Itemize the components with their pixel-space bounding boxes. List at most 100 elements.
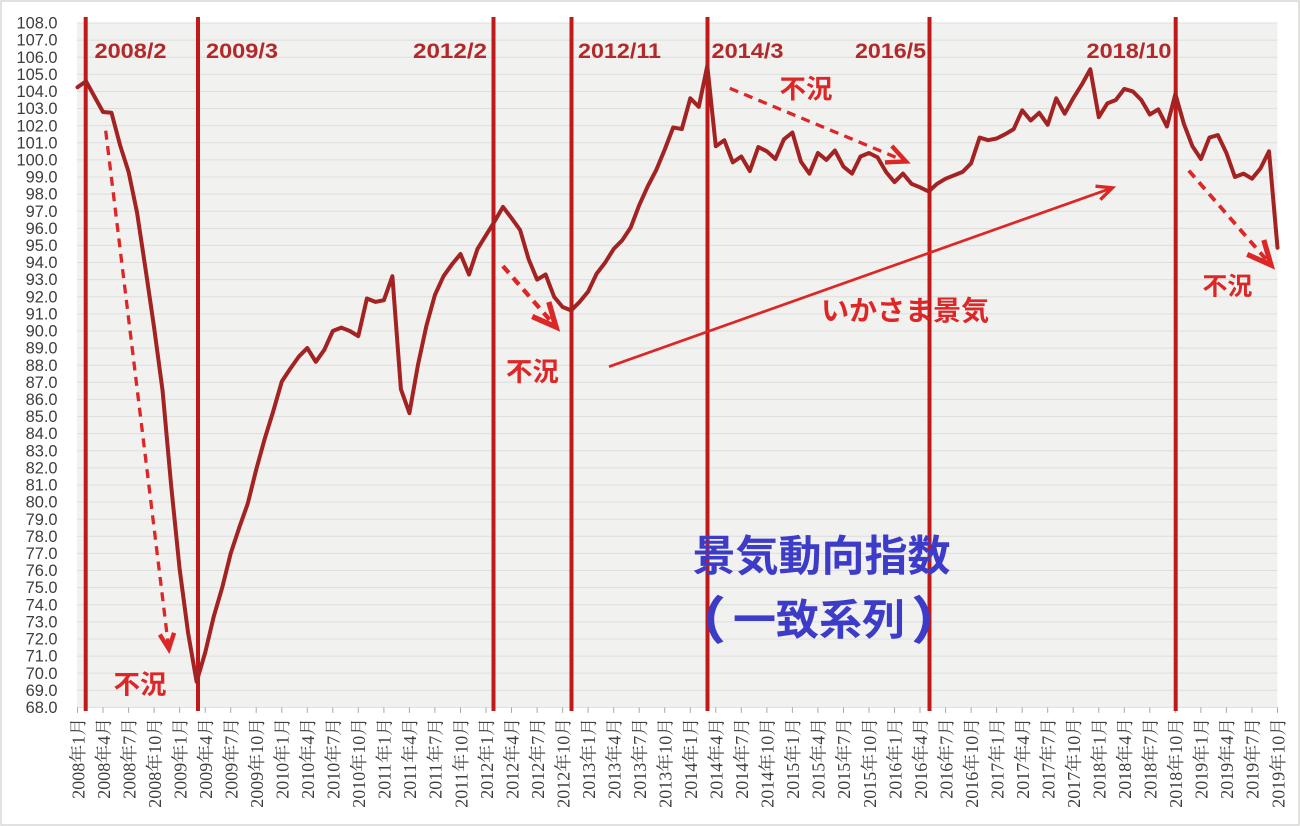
svg-text:2008: 2008 xyxy=(145,772,165,808)
svg-text:4: 4 xyxy=(1217,736,1237,745)
svg-text:7: 7 xyxy=(1243,736,1263,745)
svg-text:2018: 2018 xyxy=(1115,763,1135,799)
svg-text:1: 1 xyxy=(170,736,190,745)
svg-text:10: 10 xyxy=(656,736,676,754)
svg-text:2015: 2015 xyxy=(809,763,829,799)
svg-text:2010: 2010 xyxy=(324,763,344,799)
svg-text:2018: 2018 xyxy=(1166,772,1186,808)
svg-text:88.0: 88.0 xyxy=(26,357,58,375)
svg-text:10: 10 xyxy=(1064,736,1084,754)
svg-text:4: 4 xyxy=(298,736,318,745)
svg-text:7: 7 xyxy=(732,736,752,745)
svg-text:93.0: 93.0 xyxy=(26,271,58,289)
svg-text:102.0: 102.0 xyxy=(16,117,57,135)
svg-text:2015: 2015 xyxy=(860,772,880,808)
svg-text:2011: 2011 xyxy=(375,763,395,798)
svg-text:2009/3: 2009/3 xyxy=(206,40,278,63)
svg-text:10: 10 xyxy=(1268,736,1288,754)
svg-text:10: 10 xyxy=(1166,736,1186,754)
svg-text:10: 10 xyxy=(451,736,471,754)
svg-text:1: 1 xyxy=(375,736,395,745)
svg-text:97.0: 97.0 xyxy=(26,203,58,221)
svg-text:2015: 2015 xyxy=(834,763,854,799)
svg-text:1: 1 xyxy=(68,736,88,745)
svg-text:2012: 2012 xyxy=(553,772,573,808)
svg-text:1: 1 xyxy=(579,736,599,745)
svg-text:10: 10 xyxy=(962,736,982,754)
svg-text:2010: 2010 xyxy=(298,763,318,799)
svg-text:1: 1 xyxy=(477,736,497,745)
svg-text:7: 7 xyxy=(324,736,344,745)
svg-text:87.0: 87.0 xyxy=(26,374,58,392)
svg-text:2012/11: 2012/11 xyxy=(578,40,661,63)
svg-text:89.0: 89.0 xyxy=(26,340,58,358)
svg-text:2014/3: 2014/3 xyxy=(712,40,784,63)
svg-text:10: 10 xyxy=(860,736,880,754)
svg-text:10: 10 xyxy=(758,736,778,754)
svg-text:108.0: 108.0 xyxy=(16,15,57,33)
svg-text:106.0: 106.0 xyxy=(16,49,57,67)
svg-text:2012: 2012 xyxy=(477,763,497,799)
svg-text:2010: 2010 xyxy=(349,772,369,808)
svg-text:1: 1 xyxy=(783,736,803,745)
svg-text:99.0: 99.0 xyxy=(26,169,58,187)
svg-text:7: 7 xyxy=(426,736,446,745)
svg-text:7: 7 xyxy=(222,736,242,745)
svg-text:80.0: 80.0 xyxy=(26,494,58,512)
svg-text:2019: 2019 xyxy=(1192,763,1212,799)
svg-text:7: 7 xyxy=(1039,736,1059,745)
svg-text:7: 7 xyxy=(119,736,139,745)
svg-text:101.0: 101.0 xyxy=(16,134,57,152)
svg-text:2008: 2008 xyxy=(94,763,114,799)
svg-text:92.0: 92.0 xyxy=(26,288,58,306)
svg-text:2009: 2009 xyxy=(170,763,190,799)
svg-text:85.0: 85.0 xyxy=(26,408,58,426)
svg-text:2016: 2016 xyxy=(885,763,905,799)
svg-text:2014: 2014 xyxy=(681,763,701,799)
svg-text:1: 1 xyxy=(1090,736,1110,745)
svg-text:2019: 2019 xyxy=(1217,763,1237,799)
svg-text:2012: 2012 xyxy=(528,763,548,799)
svg-text:96.0: 96.0 xyxy=(26,220,58,238)
svg-text:82.0: 82.0 xyxy=(26,460,58,478)
svg-text:2008/2: 2008/2 xyxy=(95,40,167,63)
svg-text:7: 7 xyxy=(936,736,956,745)
svg-text:10: 10 xyxy=(349,736,369,754)
svg-text:79.0: 79.0 xyxy=(26,511,58,529)
svg-text:78.0: 78.0 xyxy=(26,528,58,546)
svg-text:2008: 2008 xyxy=(68,763,88,799)
svg-text:7: 7 xyxy=(528,736,548,745)
svg-text:2008: 2008 xyxy=(119,763,139,799)
svg-text:2018/10: 2018/10 xyxy=(1087,40,1172,63)
svg-text:2018: 2018 xyxy=(1090,763,1110,799)
svg-text:4: 4 xyxy=(604,736,624,745)
svg-text:2014: 2014 xyxy=(707,763,727,799)
svg-text:2011: 2011 xyxy=(400,763,420,798)
svg-text:90.0: 90.0 xyxy=(26,323,58,341)
svg-text:2016: 2016 xyxy=(936,763,956,799)
svg-text:2015: 2015 xyxy=(783,763,803,799)
svg-text:4: 4 xyxy=(502,736,522,745)
svg-text:2012/2: 2012/2 xyxy=(413,40,487,63)
svg-text:1: 1 xyxy=(1192,736,1212,745)
svg-text:1: 1 xyxy=(987,736,1007,745)
svg-text:4: 4 xyxy=(809,736,829,745)
svg-text:2009: 2009 xyxy=(222,763,242,799)
svg-text:73.0: 73.0 xyxy=(26,614,58,632)
svg-text:74.0: 74.0 xyxy=(26,596,58,614)
svg-text:4: 4 xyxy=(1115,736,1135,745)
svg-text:4: 4 xyxy=(911,736,931,745)
svg-text:84.0: 84.0 xyxy=(26,425,58,443)
svg-text:2013: 2013 xyxy=(579,763,599,799)
svg-text:7: 7 xyxy=(834,736,854,745)
svg-text:4: 4 xyxy=(196,736,216,745)
svg-text:2016: 2016 xyxy=(911,763,931,799)
svg-text:1: 1 xyxy=(681,736,701,745)
svg-text:2019: 2019 xyxy=(1243,763,1263,799)
svg-text:75.0: 75.0 xyxy=(26,579,58,597)
svg-text:2013: 2013 xyxy=(656,772,676,808)
svg-text:2013: 2013 xyxy=(630,763,650,799)
svg-text:2017: 2017 xyxy=(987,763,1007,799)
svg-text:1: 1 xyxy=(885,736,905,745)
svg-text:2016/5: 2016/5 xyxy=(855,40,926,63)
